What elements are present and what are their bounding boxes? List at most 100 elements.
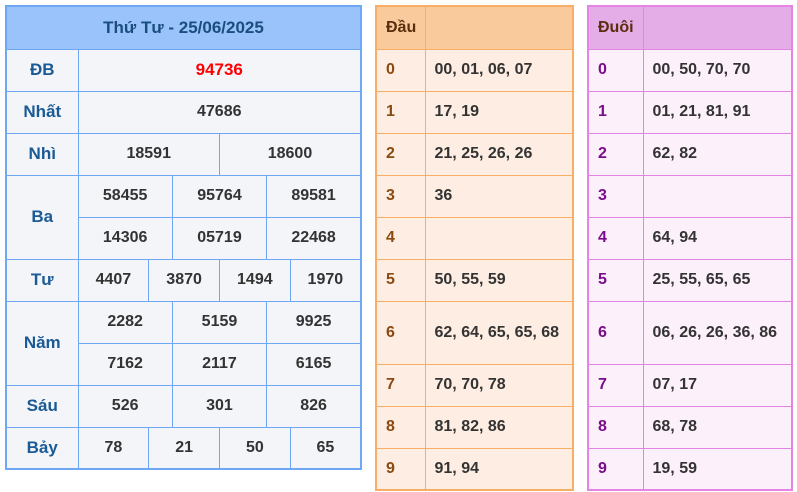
duoi-digit: 9 <box>587 447 644 491</box>
prize-row: Nhất 47686 <box>5 90 362 134</box>
duoi-values: 64, 94 <box>642 216 793 260</box>
dau-row: 2 21, 25, 26, 26 <box>375 132 574 176</box>
duoi-row: 5 25, 55, 65, 65 <box>587 258 793 302</box>
dau-digit: 4 <box>375 216 426 260</box>
dau-digit: 8 <box>375 405 426 449</box>
results-title: Thứ Tư - 25/06/2025 <box>5 5 362 50</box>
prize-number: 3870 <box>148 258 220 302</box>
dau-row: 3 36 <box>375 174 574 218</box>
duoi-values <box>642 174 793 218</box>
prize-row: Nhì 18591 18600 <box>5 132 362 176</box>
duoi-row: 1 01, 21, 81, 91 <box>587 90 793 134</box>
lottery-results-table: Thứ Tư - 25/06/2025 ĐB 94736 Nhất 47686 Nhì 1… <box>5 5 362 470</box>
duoi-header: Đuôi <box>587 5 644 50</box>
duoi-values: 19, 59 <box>642 447 793 491</box>
prize-number: 22468 <box>266 216 362 260</box>
dau-values <box>424 216 574 260</box>
dau-values: 70, 70, 78 <box>424 363 574 407</box>
dau-digit: 3 <box>375 174 426 218</box>
prize-number: 18600 <box>218 132 362 176</box>
dau-header-empty <box>424 5 574 50</box>
dau-row: 7 70, 70, 78 <box>375 363 574 407</box>
duoi-row: 0 00, 50, 70, 70 <box>587 48 793 92</box>
prize-label: Sáu <box>5 384 79 428</box>
duoi-row: 9 19, 59 <box>587 447 793 491</box>
dau-values: 00, 01, 06, 07 <box>424 48 574 92</box>
dau-values: 91, 94 <box>424 447 574 491</box>
dau-row: 1 17, 19 <box>375 90 574 134</box>
prize-label: Năm <box>5 300 79 386</box>
duoi-digit: 2 <box>587 132 644 176</box>
prize-number: 9925 <box>266 300 362 344</box>
prize-number: 2282 <box>77 300 173 344</box>
duoi-digit: 7 <box>587 363 644 407</box>
prize-number: 58455 <box>77 174 173 218</box>
dau-row: 5 50, 55, 59 <box>375 258 574 302</box>
duoi-values: 07, 17 <box>642 363 793 407</box>
prize-label: Ba <box>5 174 79 260</box>
prize-number: 21 <box>148 426 220 470</box>
prize-number: 18591 <box>77 132 220 176</box>
prize-label: Tư <box>5 258 79 302</box>
duoi-row: 6 06, 26, 26, 36, 86 <box>587 300 793 365</box>
dau-digit: 5 <box>375 258 426 302</box>
dau-table: Đầu 0 00, 01, 06, 07 1 17, 19 2 21, 25, 26, 2… <box>375 5 574 491</box>
prize-number: 47686 <box>77 90 362 134</box>
prize-number: 6165 <box>266 342 362 386</box>
prize-row: 14306 05719 22468 <box>6 216 362 260</box>
prize-number: 1494 <box>218 258 291 302</box>
prize-number: 65 <box>289 426 362 470</box>
duoi-digit: 5 <box>587 258 644 302</box>
duoi-digit: 4 <box>587 216 644 260</box>
prize-row: Bảy 78 21 50 65 <box>5 426 362 470</box>
prize-row: Tư 4407 3870 1494 1970 <box>5 258 362 302</box>
prize-number: 14306 <box>77 216 173 260</box>
prize-number: 5159 <box>171 300 268 344</box>
prize-number: 89581 <box>266 174 362 218</box>
prize-number: 301 <box>171 384 268 428</box>
duoi-digit: 0 <box>587 48 644 92</box>
dau-row: 0 00, 01, 06, 07 <box>375 48 574 92</box>
duoi-digit: 8 <box>587 405 644 449</box>
duoi-values: 00, 50, 70, 70 <box>642 48 793 92</box>
dau-digit: 2 <box>375 132 426 176</box>
dau-row: 6 62, 64, 65, 65, 68 <box>375 300 574 365</box>
prize-number: 50 <box>218 426 291 470</box>
prize-number: 1970 <box>289 258 362 302</box>
prize-number: 95764 <box>171 174 268 218</box>
dau-digit: 7 <box>375 363 426 407</box>
prize-number: 526 <box>77 384 173 428</box>
prize-number: 05719 <box>171 216 268 260</box>
duoi-values: 25, 55, 65, 65 <box>642 258 793 302</box>
duoi-row: 7 07, 17 <box>587 363 793 407</box>
prize-label: Nhì <box>5 132 79 176</box>
duoi-digit: 6 <box>587 300 644 365</box>
duoi-row: 4 64, 94 <box>587 216 793 260</box>
dau-header: Đầu <box>375 5 426 50</box>
dau-digit: 1 <box>375 90 426 134</box>
duoi-values: 06, 26, 26, 36, 86 <box>642 300 793 365</box>
dau-digit: 6 <box>375 300 426 365</box>
dau-row: 9 91, 94 <box>375 447 574 491</box>
prize-number: 78 <box>77 426 150 470</box>
dau-values: 81, 82, 86 <box>424 405 574 449</box>
special-prize-number: 94736 <box>77 48 362 92</box>
dau-row: 4 <box>375 216 574 260</box>
dau-values: 50, 55, 59 <box>424 258 574 302</box>
dau-values: 21, 25, 26, 26 <box>424 132 574 176</box>
prize-row: Sáu 526 301 826 <box>5 384 362 428</box>
prize-row: 7162 2117 6165 <box>6 342 362 386</box>
duoi-values: 62, 82 <box>642 132 793 176</box>
dau-row: 8 81, 82, 86 <box>375 405 574 449</box>
dau-values: 17, 19 <box>424 90 574 134</box>
prize-row: Ba 58455 95764 89581 <box>5 174 362 260</box>
duoi-digit: 3 <box>587 174 644 218</box>
duoi-row: 8 68, 78 <box>587 405 793 449</box>
duoi-row: 2 62, 82 <box>587 132 793 176</box>
prize-number: 4407 <box>77 258 150 302</box>
prize-row: Năm 2282 5159 9925 <box>5 300 362 386</box>
duoi-digit: 1 <box>587 90 644 134</box>
duoi-row: 3 <box>587 174 793 218</box>
dau-values: 36 <box>424 174 574 218</box>
prize-number: 7162 <box>77 342 173 386</box>
